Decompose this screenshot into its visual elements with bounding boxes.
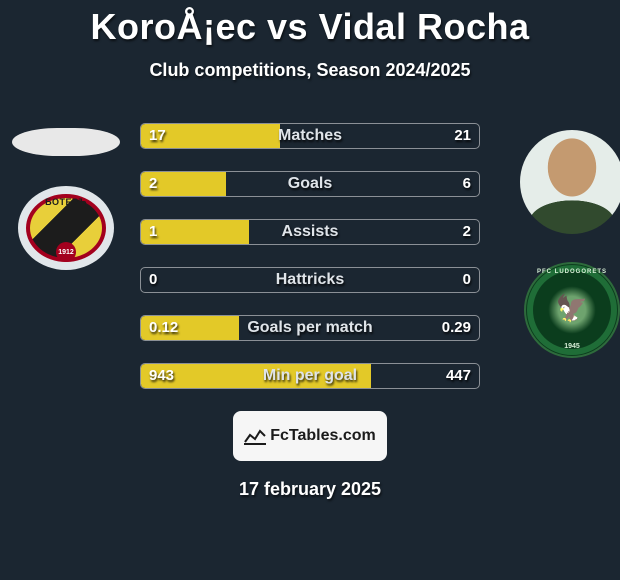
chart-icon	[244, 427, 266, 445]
crest-year: 1945	[524, 343, 620, 350]
page-subtitle: Club competitions, Season 2024/2025	[0, 60, 620, 81]
eagle-icon: 🦅	[556, 293, 588, 324]
player-avatar-right	[520, 130, 620, 234]
stat-label: Min per goal	[141, 364, 479, 388]
crest-year: 1912	[56, 242, 76, 262]
stat-label: Assists	[141, 220, 479, 244]
crest-label: PFC LUDOGORETS	[524, 269, 620, 275]
stat-row: 12Assists	[140, 219, 480, 245]
right-player-column: 🦅 PFC LUDOGORETS 1945	[512, 130, 620, 358]
page-title: KoroÅ¡ec vs Vidal Rocha	[0, 6, 620, 48]
stat-row: 943447Min per goal	[140, 363, 480, 389]
watermark-badge: FcTables.com	[233, 411, 387, 461]
player-avatar-left	[12, 128, 120, 156]
crest-label: БОТЕВЪ	[18, 197, 114, 207]
watermark-label: FcTables.com	[270, 427, 376, 445]
stat-row: 00Hattricks	[140, 267, 480, 293]
stat-row: 1721Matches	[140, 123, 480, 149]
stat-label: Goals	[141, 172, 479, 196]
stat-row: 0.120.29Goals per match	[140, 315, 480, 341]
botev-crest: БОТЕВЪ 1912	[18, 186, 114, 270]
stats-chart: 1721Matches 26Goals 12Assists 00Hattricks 0.…	[140, 123, 480, 389]
stat-row: 26Goals	[140, 171, 480, 197]
ludogorets-crest: 🦅 PFC LUDOGORETS 1945	[524, 262, 620, 358]
stat-label: Goals per match	[141, 316, 479, 340]
left-player-column: БОТЕВЪ 1912	[6, 128, 126, 270]
stat-label: Hattricks	[141, 268, 479, 292]
stat-label: Matches	[141, 124, 479, 148]
date-label: 17 february 2025	[0, 479, 620, 500]
